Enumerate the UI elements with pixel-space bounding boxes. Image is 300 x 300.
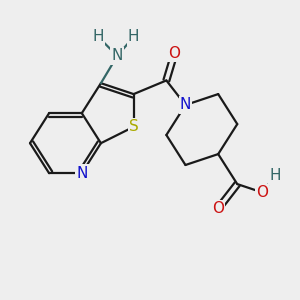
Text: S: S xyxy=(129,119,139,134)
Text: H: H xyxy=(128,29,140,44)
Text: N: N xyxy=(112,48,123,63)
Text: N: N xyxy=(180,98,191,112)
Text: O: O xyxy=(256,185,268,200)
Text: O: O xyxy=(212,201,224,216)
Text: H: H xyxy=(270,168,281,183)
Text: O: O xyxy=(169,46,181,61)
Text: H: H xyxy=(92,29,104,44)
Text: N: N xyxy=(76,166,88,181)
